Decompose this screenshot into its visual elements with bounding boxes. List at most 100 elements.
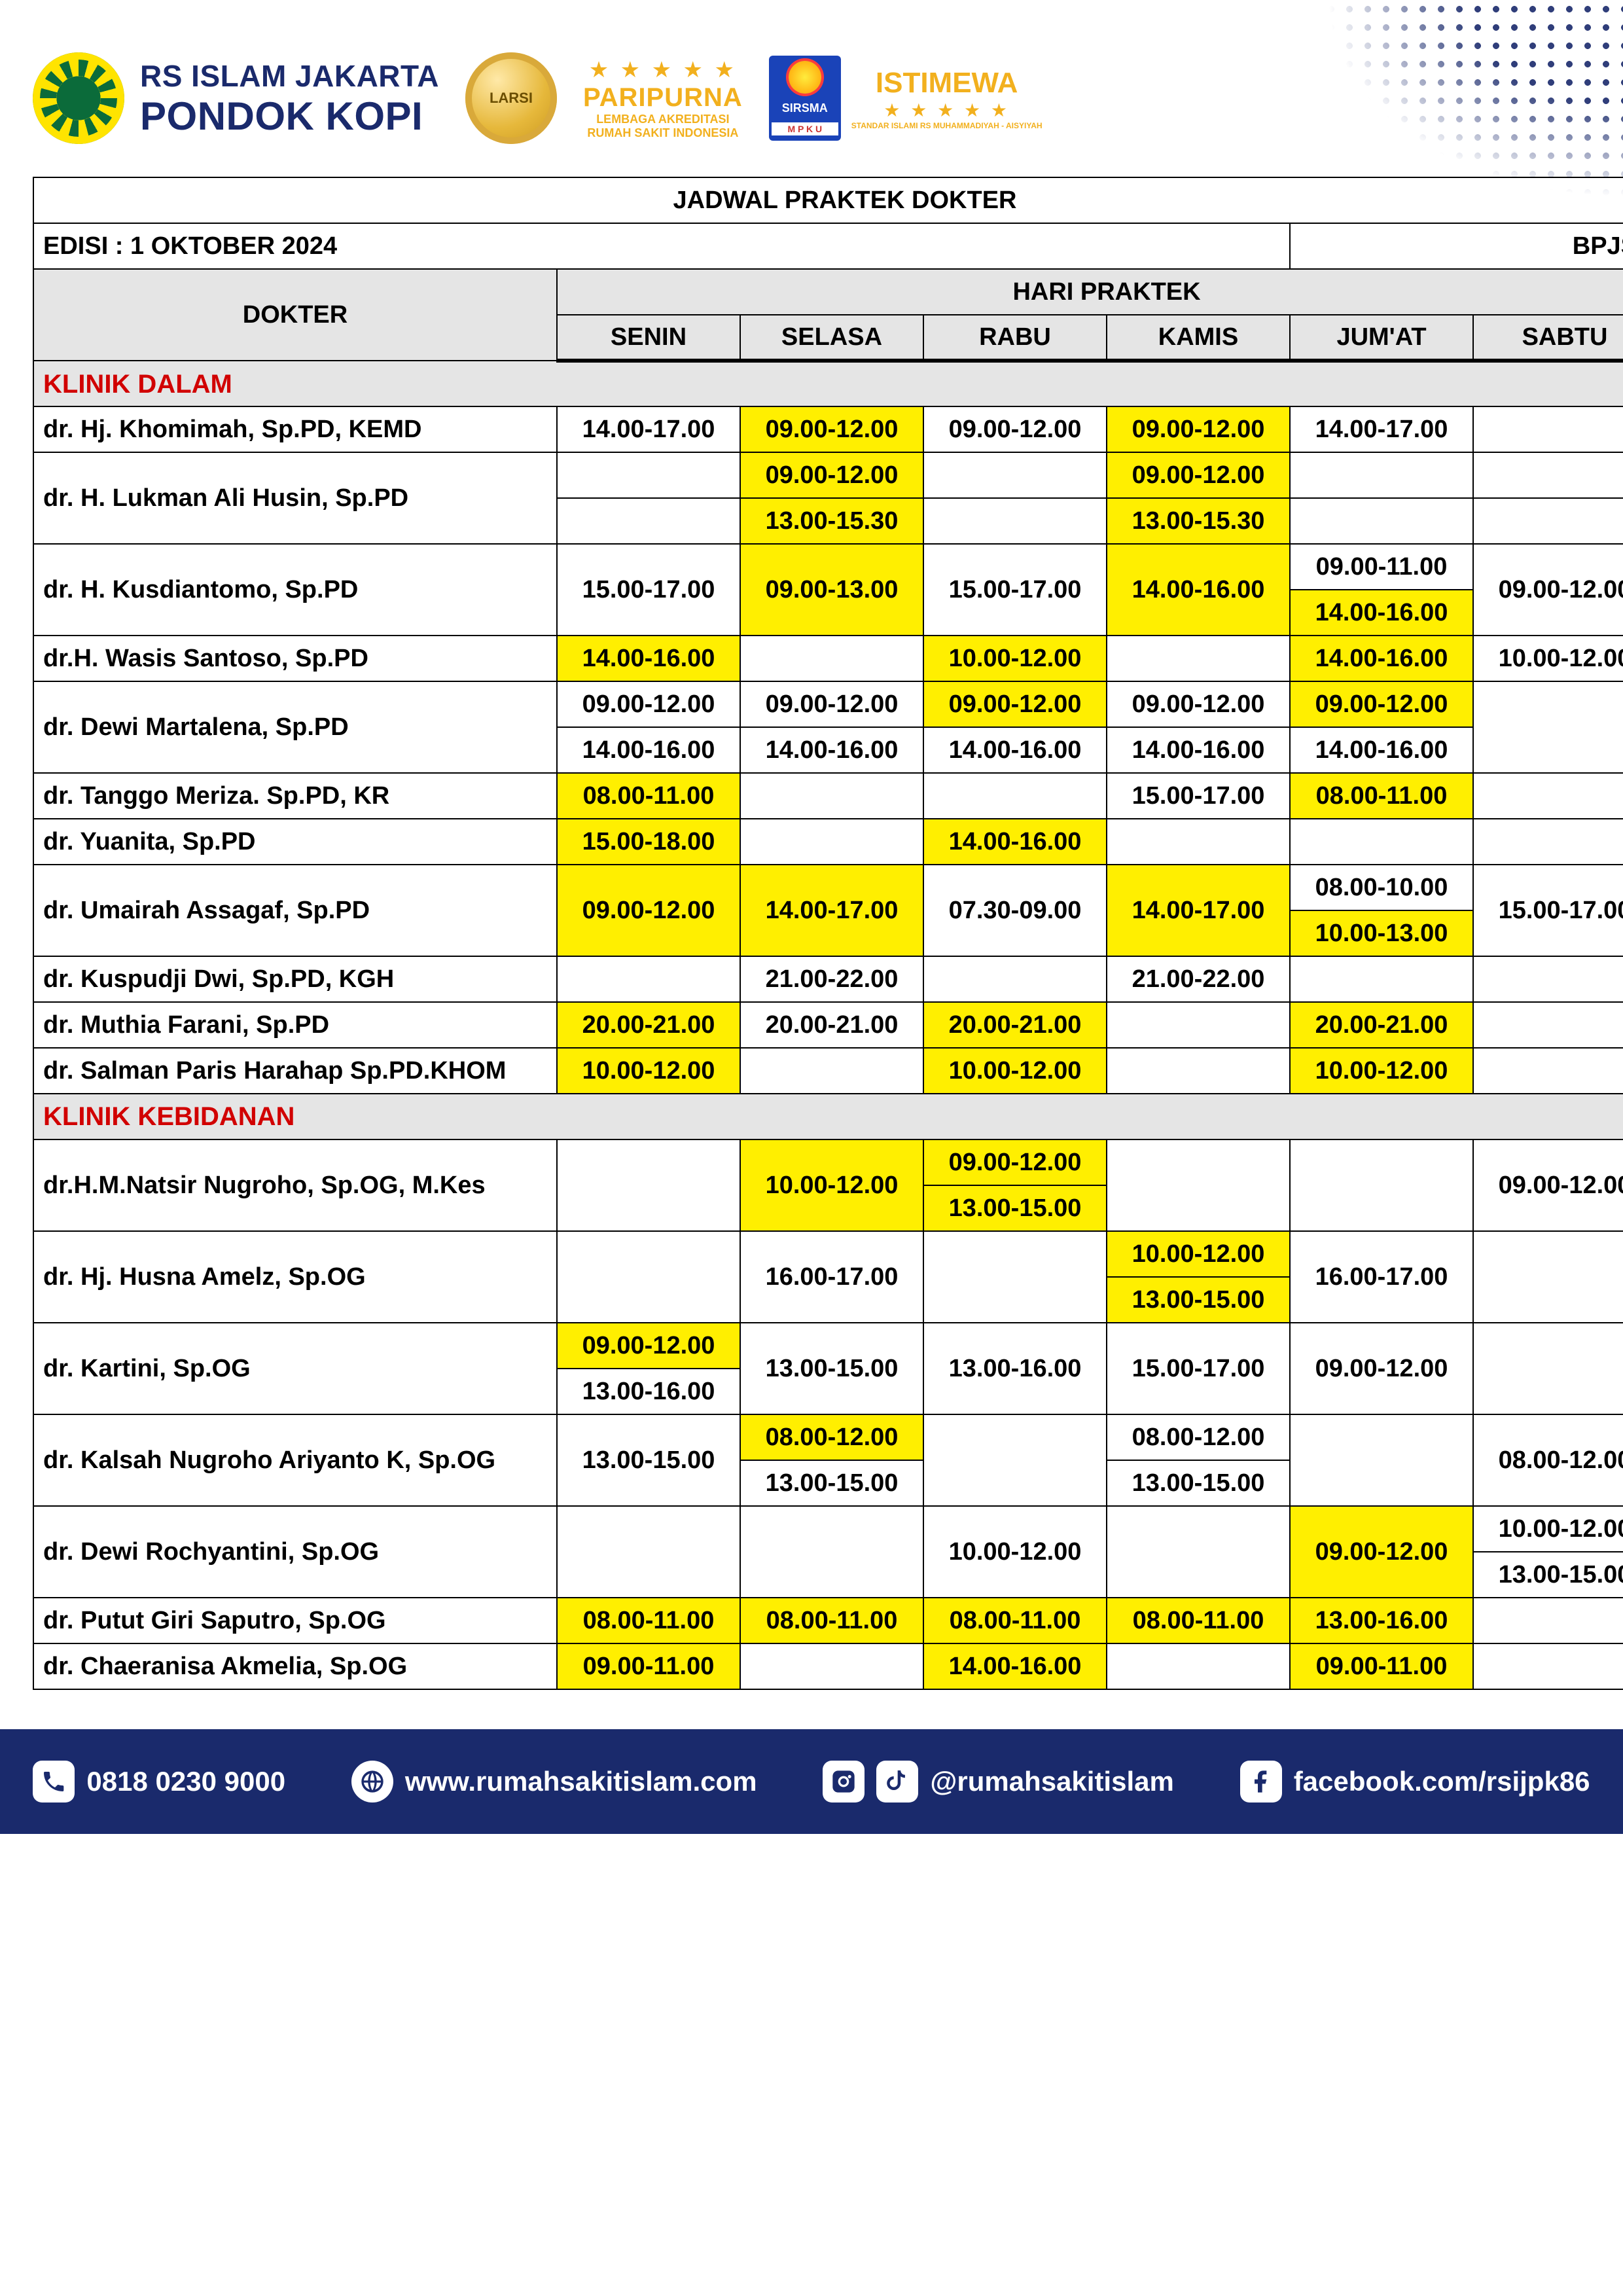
schedule-cell — [923, 452, 1107, 498]
schedule-cell: 09.00-12.00 — [923, 406, 1107, 452]
schedule-cell — [557, 1139, 740, 1231]
doctor-name: dr.H. Wasis Santoso, Sp.PD — [33, 636, 557, 681]
schedule-cell — [1473, 498, 1623, 544]
col-header-day: SABTU — [1473, 315, 1623, 361]
schedule-cell — [740, 636, 923, 681]
schedule-cell: 10.00-12.00 — [923, 1048, 1107, 1094]
schedule-cell — [740, 1643, 923, 1689]
schedule-cell — [557, 498, 740, 544]
schedule-cell: 15.00-18.00 — [557, 819, 740, 865]
schedule-cell: 13.00-15.00 — [1107, 1460, 1290, 1506]
schedule-cell: 16.00-17.00 — [1290, 1231, 1473, 1323]
schedule-cell: 13.00-15.00 — [740, 1323, 923, 1414]
schedule-cell: 09.00-12.00 — [557, 865, 740, 956]
doctor-name: dr. Dewi Rochyantini, Sp.OG — [33, 1506, 557, 1598]
footer: 0818 0230 9000 www.rumahsakitislam.com @… — [0, 1729, 1623, 1834]
doctor-name: dr.H.M.Natsir Nugroho, Sp.OG, M.Kes — [33, 1139, 557, 1231]
schedule-cell: 09.00-12.00 — [1290, 1323, 1473, 1414]
footer-social-text: @rumahsakitislam — [930, 1766, 1173, 1797]
schedule-cell — [557, 956, 740, 1002]
schedule-cell — [1473, 452, 1623, 498]
hospital-logo-block: RS ISLAM JAKARTA PONDOK KOPI — [33, 52, 439, 144]
schedule-cell: 08.00-11.00 — [1290, 773, 1473, 819]
footer-web-text: www.rumahsakitislam.com — [405, 1766, 757, 1797]
schedule-cell: 07.30-09.00 — [923, 865, 1107, 956]
facebook-icon — [1240, 1761, 1282, 1803]
schedule-cell: 09.00-12.00 — [740, 452, 923, 498]
schedule-cell — [740, 1506, 923, 1598]
schedule-cell: 08.00-11.00 — [923, 1598, 1107, 1643]
hospital-name-line1: RS ISLAM JAKARTA — [140, 58, 439, 94]
schedule-cell: 08.00-11.00 — [740, 1598, 923, 1643]
schedule-cell — [1290, 1139, 1473, 1231]
schedule-cell: 08.00-11.00 — [557, 1598, 740, 1643]
footer-phone-text: 0818 0230 9000 — [86, 1766, 285, 1797]
istimewa-sub: STANDAR ISLAMI RS MUHAMMADIYAH - AISYIYA… — [851, 121, 1043, 130]
col-header-day: JUM'AT — [1290, 315, 1473, 361]
schedule-cell: 21.00-22.00 — [1107, 956, 1290, 1002]
schedule-cell — [1290, 498, 1473, 544]
schedule-cell: 09.00-12.00 — [1473, 1139, 1623, 1231]
schedule-cell: 14.00-16.00 — [923, 1643, 1107, 1689]
accreditation-medal-icon: LARSI — [465, 52, 557, 144]
schedule-cell — [1473, 1323, 1623, 1414]
schedule-cell — [740, 819, 923, 865]
schedule-cell: 14.00-16.00 — [923, 727, 1107, 773]
schedule-cell: 10.00-12.00 — [923, 1506, 1107, 1598]
col-header-days: HARI PRAKTEK — [557, 269, 1623, 315]
schedule-cell: 10.00-12.00 — [1473, 636, 1623, 681]
doctor-name: dr. Salman Paris Harahap Sp.PD.KHOM — [33, 1048, 557, 1094]
schedule-cell: 14.00-16.00 — [1290, 636, 1473, 681]
schedule-cell — [1473, 1048, 1623, 1094]
schedule-cell: 09.00-13.00 — [740, 544, 923, 636]
schedule-cell: 10.00-12.00 — [1107, 1231, 1290, 1277]
footer-fb: facebook.com/rsijpk86 — [1240, 1761, 1590, 1803]
schedule-cell: 10.00-13.00 — [1290, 910, 1473, 956]
schedule-cell: 09.00-12.00 — [557, 681, 740, 727]
accreditation-sub2: RUMAH SAKIT INDONESIA — [587, 126, 738, 140]
schedule-cell — [1107, 1506, 1290, 1598]
schedule-cell: 09.00-12.00 — [740, 406, 923, 452]
col-header-day: KAMIS — [1107, 315, 1290, 361]
footer-social: @rumahsakitislam — [823, 1761, 1173, 1803]
sirsma-badge-icon: SIRSMA M P K U — [769, 56, 841, 141]
schedule-cell — [1107, 1643, 1290, 1689]
schedule-cell: 10.00-12.00 — [557, 1048, 740, 1094]
schedule-cell: 14.00-16.00 — [1290, 590, 1473, 636]
section-header: KLINIK KEBIDANAN — [33, 1094, 1623, 1139]
schedule-cell: 13.00-15.00 — [1107, 1277, 1290, 1323]
schedule-cell — [923, 1414, 1107, 1506]
footer-fb-text: facebook.com/rsijpk86 — [1294, 1766, 1590, 1797]
col-header-doctor: DOKTER — [33, 269, 557, 361]
schedule-cell: 15.00-17.00 — [1107, 773, 1290, 819]
table-title: JADWAL PRAKTEK DOKTER — [33, 177, 1623, 223]
footer-phone: 0818 0230 9000 — [33, 1761, 285, 1803]
schedule-cell: 09.00-11.00 — [1290, 1643, 1473, 1689]
schedule-cell: 08.00-12.00 — [740, 1414, 923, 1460]
doctor-name: dr. Kuspudji Dwi, Sp.PD, KGH — [33, 956, 557, 1002]
schedule-cell — [1290, 1414, 1473, 1506]
schedule-cell — [1473, 406, 1623, 452]
doctor-name: dr. Muthia Farani, Sp.PD — [33, 1002, 557, 1048]
schedule-cell: 10.00-12.00 — [1290, 1048, 1473, 1094]
schedule-cell: 14.00-17.00 — [1290, 406, 1473, 452]
schedule-cell — [1473, 1231, 1623, 1323]
schedule-cell: 13.00-15.00 — [557, 1414, 740, 1506]
schedule-cell: 14.00-16.00 — [1107, 544, 1290, 636]
col-header-day: SENIN — [557, 315, 740, 361]
schedule-cell: 21.00-22.00 — [740, 956, 923, 1002]
schedule-cell: 09.00-11.00 — [1290, 544, 1473, 590]
schedule-cell: 13.00-15.30 — [1107, 498, 1290, 544]
schedule-cell — [557, 1231, 740, 1323]
schedule-cell: 09.00-12.00 — [923, 1139, 1107, 1185]
schedule-cell: 14.00-16.00 — [740, 727, 923, 773]
header: RS ISLAM JAKARTA PONDOK KOPI LARSI ★ ★ ★… — [33, 39, 1590, 177]
doctor-name: dr. Kalsah Nugroho Ariyanto K, Sp.OG — [33, 1414, 557, 1506]
schedule-cell — [1107, 819, 1290, 865]
col-header-day: SELASA — [740, 315, 923, 361]
istimewa-stars-icon: ★ ★ ★ ★ ★ — [883, 99, 1010, 121]
schedule-cell: 13.00-15.00 — [740, 1460, 923, 1506]
schedule-cell — [1107, 1139, 1290, 1231]
accreditation-sub1: LEMBAGA AKREDITASI — [596, 113, 729, 126]
schedule-cell — [740, 1048, 923, 1094]
